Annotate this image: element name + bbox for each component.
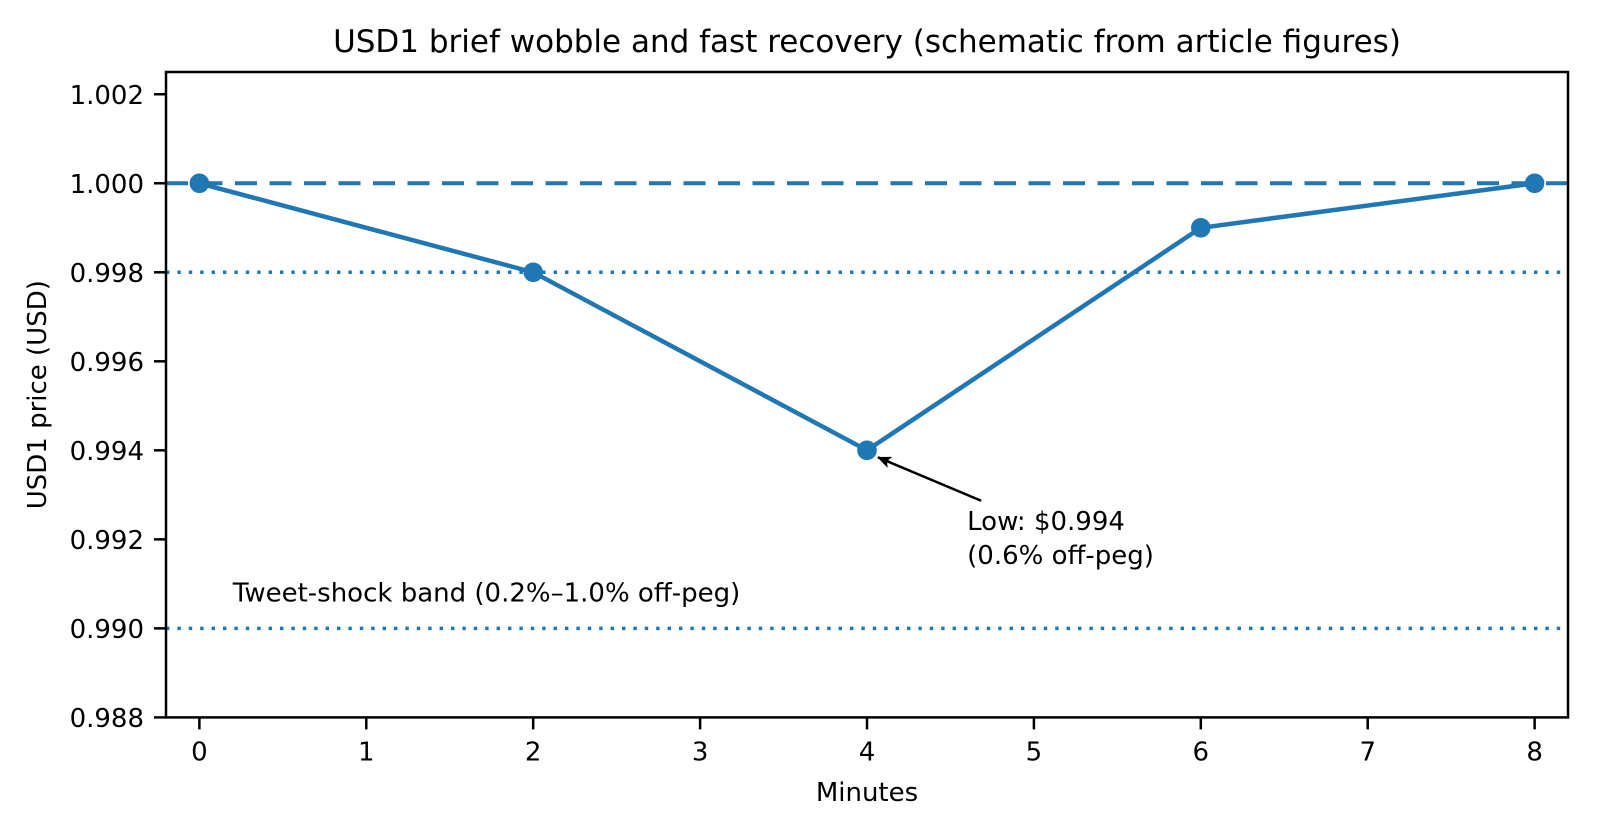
y-tick-label: 1.000 <box>70 170 144 200</box>
data-point-marker <box>857 440 877 461</box>
x-tick-label: 3 <box>692 737 709 767</box>
data-point-marker <box>1524 173 1545 194</box>
x-tick-label: 7 <box>1359 737 1376 767</box>
x-axis: 0 1 2 3 4 5 6 7 8 <box>191 717 1543 767</box>
y-axis-label: USD1 price (USD) <box>23 280 53 509</box>
y-tick-label: 0.998 <box>70 259 144 289</box>
y-tick-label: 0.992 <box>70 526 144 556</box>
annotation-line-2: (0.6% off-peg) <box>967 541 1154 571</box>
y-tick-label: 1.002 <box>70 81 144 111</box>
y-tick-label: 0.994 <box>70 437 144 467</box>
x-tick-label: 0 <box>191 737 208 767</box>
x-tick-label: 4 <box>859 737 876 767</box>
annotation: Low: $0.994 (0.6% off-peg) <box>877 456 1154 571</box>
data-point-marker <box>1191 217 1211 238</box>
y-axis: 0.988 0.990 0.992 0.994 0.996 0.998 1.000 1.002 <box>70 81 166 734</box>
y-tick-label: 0.988 <box>70 704 144 734</box>
data-point-marker <box>189 173 210 194</box>
x-tick-label: 6 <box>1193 737 1210 767</box>
x-tick-label: 8 <box>1526 737 1543 767</box>
x-tick-label: 1 <box>358 737 375 767</box>
price-series <box>189 173 1545 461</box>
band-label: Tweet-shock band (0.2%–1.0% off-peg) <box>232 579 741 609</box>
annotation-arrow <box>877 456 982 502</box>
y-tick-label: 0.990 <box>70 615 144 645</box>
x-axis-label: Minutes <box>816 778 918 808</box>
annotation-line-1: Low: $0.994 <box>967 507 1125 537</box>
reference-lines <box>166 181 1568 631</box>
x-tick-label: 5 <box>1026 737 1043 767</box>
y-tick-label: 0.996 <box>70 348 144 378</box>
data-point-marker <box>523 262 543 283</box>
chart-title: USD1 brief wobble and fast recovery (sch… <box>333 24 1401 60</box>
x-tick-label: 2 <box>525 737 542 767</box>
